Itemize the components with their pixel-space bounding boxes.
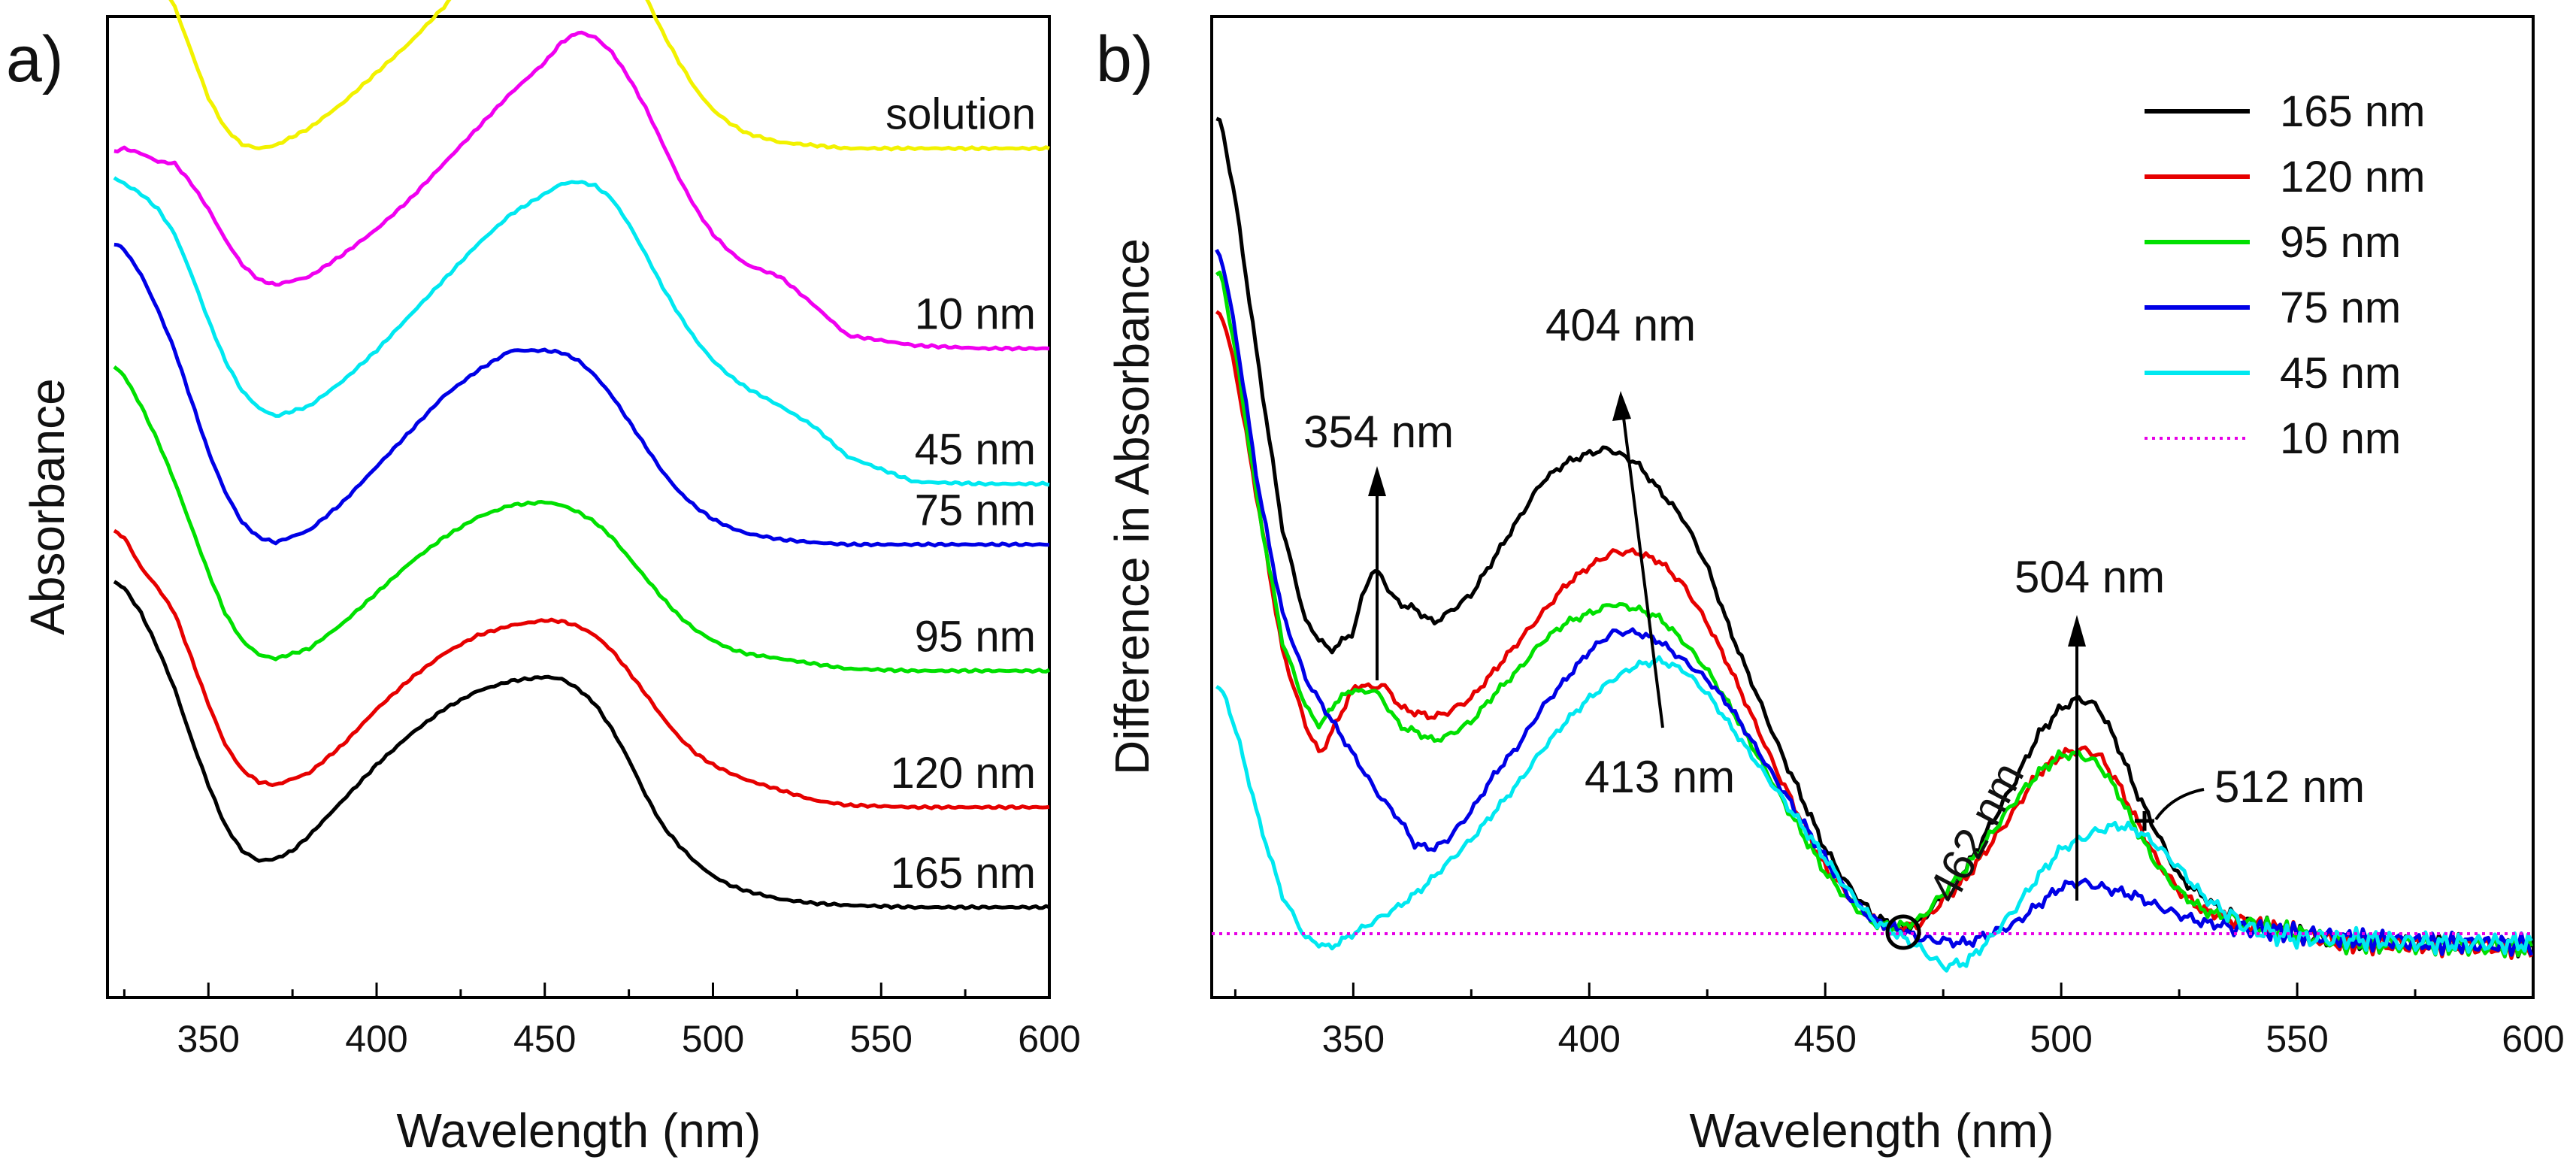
b-tick-label-600: 600 — [2502, 1018, 2564, 1060]
panel-a: a) 350 400 450 500 550 600 solution 10 nm 45 nm… — [6, 0, 1081, 1158]
panel-a-curve-label-75-nm: 75 nm — [915, 486, 1036, 535]
panel-b-series-45-nm — [1215, 655, 2533, 973]
a-tick-label-350: 350 — [177, 1018, 240, 1060]
panel-a-x-tick-labels: 350 400 450 500 550 600 — [177, 1018, 1081, 1060]
panel-b-series — [1212, 117, 2533, 973]
b-tick-label-350: 350 — [1322, 1018, 1385, 1060]
legend-label-165-nm: 165 nm — [2280, 87, 2425, 136]
panel-a-series-165-nm — [113, 580, 1050, 910]
panel-a-y-axis-label: Absorbance — [20, 378, 74, 635]
a-tick-label-400: 400 — [345, 1018, 407, 1060]
legend-label-95-nm: 95 nm — [2280, 218, 2401, 267]
legend-label-10-nm: 10 nm — [2280, 414, 2401, 463]
b-tick-label-450: 450 — [1794, 1018, 1856, 1060]
panel-a-label: a) — [6, 23, 63, 95]
panel-a-curve-label-45-nm: 45 nm — [915, 426, 1036, 474]
panel-b-annotation-413-nm: 413 nm — [1585, 752, 1735, 802]
panel-b-arrow-404 — [1621, 405, 1664, 728]
panel-a-series-solution — [168, 0, 1050, 152]
panel-a-curve-label-120-nm: 120 nm — [891, 749, 1036, 798]
panel-b-plot-frame — [1210, 15, 2535, 999]
b-tick-label-550: 550 — [2266, 1018, 2328, 1060]
panel-b-legend: 165 nm 120 nm 95 nm 75 nm 45 nm 10 nm — [2145, 87, 2425, 463]
panel-b-cross-512 — [2135, 811, 2154, 831]
panel-a-curve-labels: solution 10 nm 45 nm 75 nm 95 nm 120 nm 165 nm — [885, 89, 1036, 897]
panel-b-x-ticks — [1234, 983, 2535, 998]
panel-b-arrowhead-354 — [1368, 466, 1386, 496]
panel-b-arrowhead-404 — [1612, 391, 1631, 421]
panel-b-label: b) — [1096, 23, 1153, 95]
legend-label-45-nm: 45 nm — [2280, 349, 2401, 398]
a-tick-label-500: 500 — [682, 1018, 744, 1060]
legend-label-120-nm: 120 nm — [2280, 153, 2425, 201]
panel-a-x-axis-label: Wavelength (nm) — [397, 1104, 761, 1158]
panel-b: b) 350 400 450 500 550 600 354 nm 404 nm 413 nm… — [1096, 15, 2565, 1158]
b-tick-label-400: 400 — [1558, 1018, 1621, 1060]
panel-b-x-tick-labels: 350 400 450 500 550 600 — [1322, 1018, 2565, 1060]
panel-a-series-75-nm — [114, 242, 1049, 548]
panel-a-curve-label-95-nm: 95 nm — [915, 612, 1036, 661]
panel-b-y-axis-label: Difference in Absorbance — [1105, 238, 1159, 775]
legend-label-75-nm: 75 nm — [2280, 283, 2401, 332]
panel-a-curve-label-165-nm: 165 nm — [891, 849, 1036, 898]
panel-b-annotation-462-nm: 462 nm — [1918, 754, 2033, 910]
panel-b-annotation-504-nm: 504 nm — [2014, 552, 2165, 602]
panel-a-curve-label-solution: solution — [885, 89, 1036, 138]
panel-a-series-45-nm — [113, 176, 1050, 487]
panel-a-curve-label-10-nm: 10 nm — [915, 290, 1036, 339]
b-tick-label-500: 500 — [2030, 1018, 2092, 1060]
panel-a-series — [113, 0, 1051, 910]
panel-a-x-ticks — [123, 983, 1051, 998]
panel-b-annotation-354-nm: 354 nm — [1303, 407, 1454, 457]
panel-b-arrow-512 — [2154, 788, 2205, 821]
panel-a-series-120-nm — [113, 528, 1050, 810]
a-tick-label-600: 600 — [1018, 1018, 1080, 1060]
panel-b-annotation-404-nm: 404 nm — [1545, 300, 1696, 350]
a-tick-label-550: 550 — [850, 1018, 913, 1060]
panel-b-circle-462 — [1885, 914, 1921, 950]
panel-b-annotation-512-nm: 512 nm — [2214, 762, 2365, 812]
panel-a-series-95-nm — [113, 365, 1051, 674]
panel-b-arrowhead-504 — [2068, 615, 2086, 647]
a-tick-label-450: 450 — [513, 1018, 576, 1060]
panel-a-plot-frame — [106, 15, 1051, 999]
panel-b-x-axis-label: Wavelength (nm) — [1690, 1104, 2054, 1158]
panel-a-series-10-nm — [114, 30, 1050, 352]
panel-b-series-75-nm — [1215, 248, 2533, 957]
